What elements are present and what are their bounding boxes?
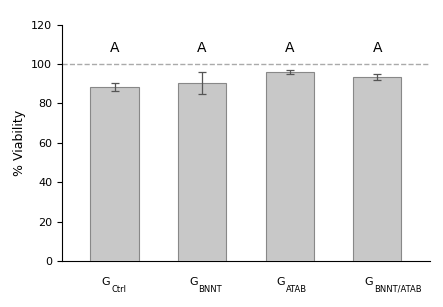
Bar: [178, 83, 226, 261]
Text: A: A: [110, 41, 119, 55]
Bar: [265, 72, 314, 261]
Text: A: A: [285, 41, 295, 55]
Text: G: G: [364, 278, 373, 287]
Text: A: A: [197, 41, 207, 55]
Text: G: G: [101, 278, 110, 287]
Text: A: A: [373, 41, 382, 55]
Bar: [353, 77, 401, 261]
Text: ATAB: ATAB: [286, 285, 307, 293]
Text: Ctrl: Ctrl: [111, 285, 126, 293]
Text: G: G: [276, 278, 285, 287]
Text: G: G: [189, 278, 198, 287]
Text: BNNT: BNNT: [198, 285, 222, 293]
Text: BNNT/ATAB: BNNT/ATAB: [374, 285, 421, 293]
Y-axis label: % Viability: % Viability: [12, 110, 26, 176]
Bar: [90, 87, 139, 261]
